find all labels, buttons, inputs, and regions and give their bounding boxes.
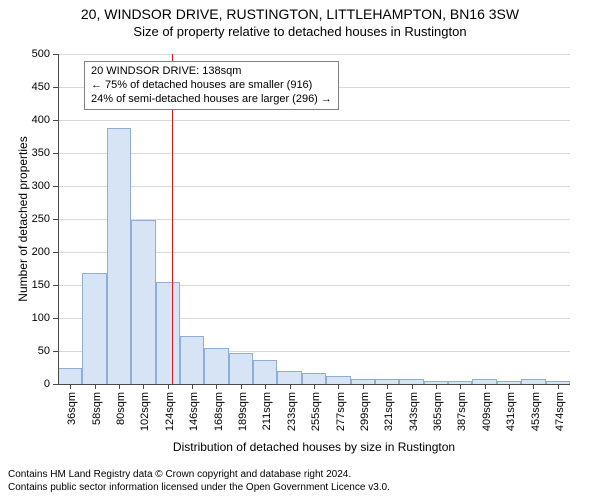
xtick-label: 277sqm <box>335 392 347 431</box>
histogram-bar <box>204 348 228 384</box>
gridline <box>58 186 570 187</box>
annotation-line: 20 WINDSOR DRIVE: 138sqm <box>91 65 332 79</box>
annotation-line: 24% of semi-detached houses are larger (… <box>91 93 332 107</box>
xtick-label: 211sqm <box>261 392 273 430</box>
chart-subtitle: Size of property relative to detached ho… <box>0 24 600 39</box>
xtick-label: 168sqm <box>213 392 225 431</box>
gridline <box>58 153 570 154</box>
annotation-line: ← 75% of detached houses are smaller (91… <box>91 79 332 93</box>
footer-line-1: Contains HM Land Registry data © Crown c… <box>8 469 592 482</box>
histogram-bar <box>82 273 106 384</box>
y-axis-label: Number of detached properties <box>16 54 30 384</box>
xtick-label: 36sqm <box>66 392 78 425</box>
histogram-bar <box>302 373 326 384</box>
gridline <box>58 120 570 121</box>
histogram-bar <box>58 368 82 385</box>
histogram-bar <box>180 336 204 384</box>
chart-title: 20, WINDSOR DRIVE, RUSTINGTON, LITTLEHAM… <box>0 6 600 22</box>
histogram-bar <box>277 371 301 384</box>
gridline <box>58 54 570 55</box>
xtick-label: 102sqm <box>139 392 151 431</box>
histogram-bar <box>107 128 131 384</box>
xtick-label: 146sqm <box>188 392 200 431</box>
histogram-bar <box>156 282 180 384</box>
histogram-bar <box>253 360 277 384</box>
histogram-bar <box>229 353 253 384</box>
xtick-label: 189sqm <box>237 392 249 431</box>
x-axis-label: Distribution of detached houses by size … <box>58 440 570 454</box>
xtick-label: 474sqm <box>554 392 566 431</box>
xtick-label: 343sqm <box>408 392 420 431</box>
footer-line-2: Contains public sector information licen… <box>8 482 592 495</box>
xtick-label: 431sqm <box>505 392 517 431</box>
y-axis-line <box>58 54 59 384</box>
histogram-bar <box>131 220 155 384</box>
xtick-label: 233sqm <box>286 392 298 431</box>
xtick-label: 124sqm <box>164 392 176 431</box>
xtick-label: 58sqm <box>91 392 103 425</box>
annotation-box: 20 WINDSOR DRIVE: 138sqm← 75% of detache… <box>84 61 339 110</box>
x-axis-line <box>58 384 570 385</box>
histogram-bar <box>326 376 350 384</box>
xtick-label: 409sqm <box>481 392 493 431</box>
xtick-label: 453sqm <box>530 392 542 431</box>
xtick-label: 365sqm <box>432 392 444 431</box>
xtick-label: 255sqm <box>310 392 322 431</box>
footer-attribution: Contains HM Land Registry data © Crown c… <box>8 469 592 494</box>
xtick-label: 321sqm <box>383 392 395 431</box>
xtick-label: 387sqm <box>456 392 468 431</box>
xtick-label: 80sqm <box>115 392 127 425</box>
xtick-label: 299sqm <box>359 392 371 431</box>
